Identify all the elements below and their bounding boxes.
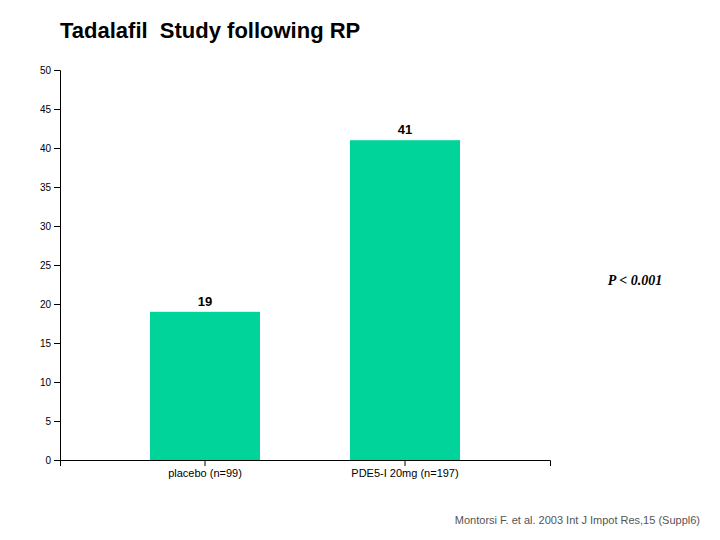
y-tick-mark <box>54 421 60 422</box>
y-tick-label: 10 <box>40 377 52 388</box>
x-tick-label: placebo (n=99) <box>168 467 242 479</box>
y-tick-label: 25 <box>40 260 52 271</box>
data-label: 19 <box>198 294 212 309</box>
y-tick-mark <box>54 187 60 188</box>
y-tick-label: 5 <box>45 416 51 427</box>
x-axis: placebo (n=99) PDE5-I 20mg (n=197) <box>61 460 551 479</box>
y-tick-mark <box>54 460 60 461</box>
y-tick-label: 30 <box>40 221 52 232</box>
y-tick-label: 0 <box>45 455 51 466</box>
y-tick-mark <box>54 109 60 110</box>
title: Tadalafil Study following RP <box>60 18 360 43</box>
y-tick: 45 <box>40 104 60 115</box>
data-labels: 1941 <box>198 122 412 309</box>
y-tick: 5 <box>45 416 60 427</box>
y-tick-mark <box>54 70 60 71</box>
x-axis-line <box>61 461 551 467</box>
y-tick: 10 <box>40 377 60 388</box>
bar <box>350 140 460 460</box>
y-tick-label: 15 <box>40 338 52 349</box>
y-tick: 50 <box>40 65 60 76</box>
y-tick-label: 35 <box>40 182 52 193</box>
chart: Tadalafil Study following RP 0 5 10 15 20 25 30… <box>0 0 720 540</box>
y-tick-mark <box>54 304 60 305</box>
x-tick-mark <box>405 460 406 466</box>
y-tick-label: 20 <box>40 299 52 310</box>
y-tick-label: 40 <box>40 143 52 154</box>
x-tick-label: PDE5-I 20mg (n=197) <box>351 467 458 479</box>
y-tick: 0 <box>45 455 60 466</box>
y-tick-mark <box>54 382 60 383</box>
y-tick: 25 <box>40 260 60 271</box>
bar <box>150 312 260 460</box>
x-tick: placebo (n=99) <box>168 460 242 479</box>
y-tick: 35 <box>40 182 60 193</box>
plot: 0 5 10 15 20 25 30 35 40 45 50 placebo (n=99) PDE5-I… <box>40 65 551 479</box>
y-axis-line <box>54 71 61 461</box>
x-tick-mark <box>205 460 206 466</box>
y-tick-mark <box>54 148 60 149</box>
y-tick-label: 50 <box>40 65 52 76</box>
y-tick-mark <box>54 265 60 266</box>
y-tick-label: 45 <box>40 104 52 115</box>
y-tick-mark <box>54 343 60 344</box>
y-tick: 40 <box>40 143 60 154</box>
x-tick: PDE5-I 20mg (n=197) <box>351 460 458 479</box>
y-axis: 0 5 10 15 20 25 30 35 40 45 50 <box>40 65 61 466</box>
footnote: Montorsi F. et al. 2003 Int J Impot Res,… <box>455 514 700 526</box>
p-value: P < 0.001 <box>608 273 663 288</box>
y-tick: 20 <box>40 299 60 310</box>
bars <box>150 140 460 460</box>
y-tick-mark <box>54 226 60 227</box>
y-tick: 30 <box>40 221 60 232</box>
data-label: 41 <box>398 122 412 137</box>
y-tick: 15 <box>40 338 60 349</box>
